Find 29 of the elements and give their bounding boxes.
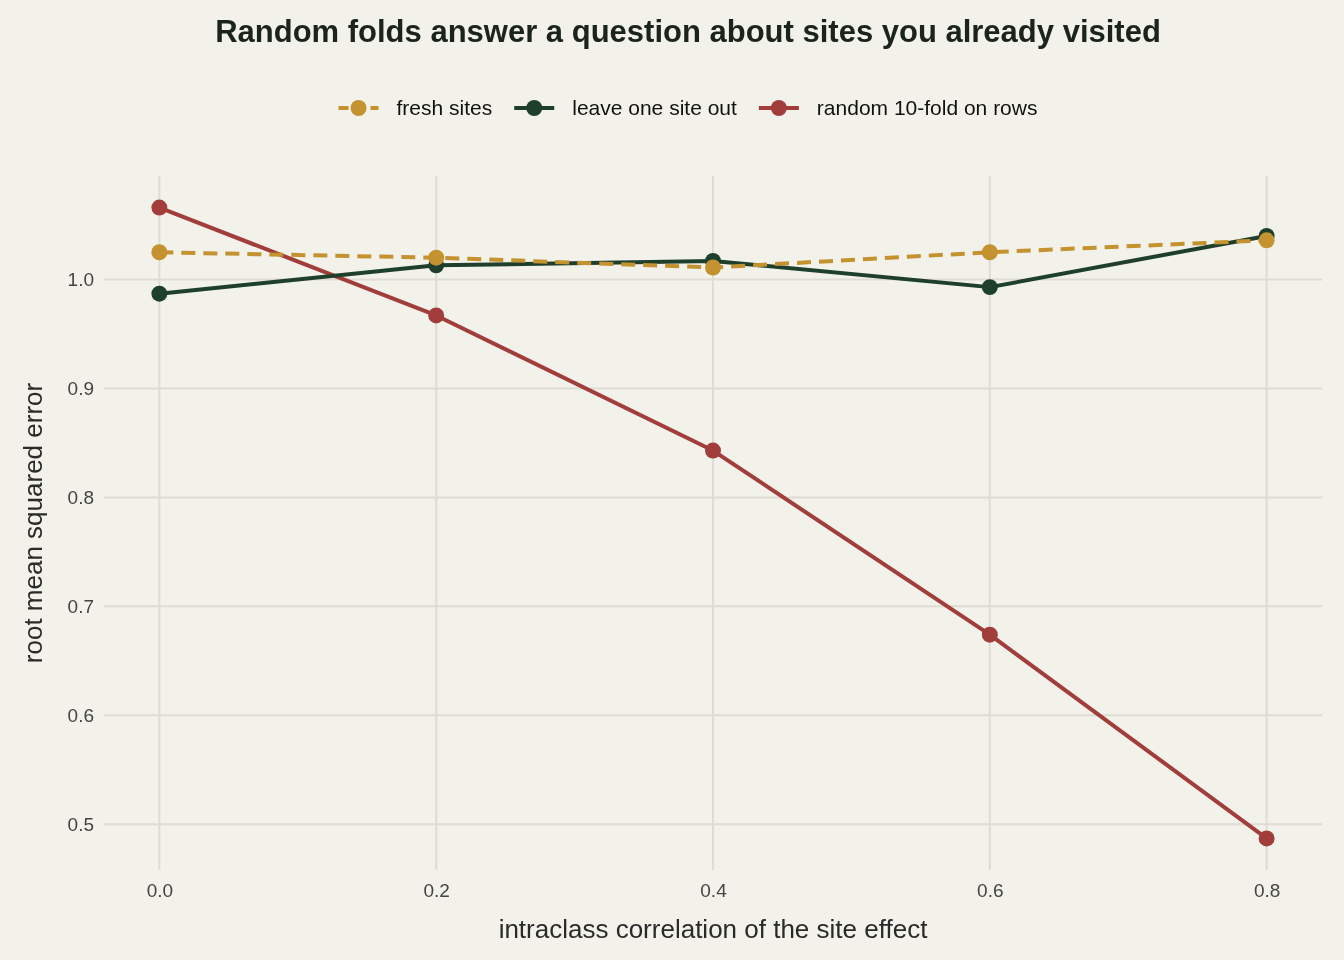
y-tick-label: 0.6 [67, 704, 94, 726]
point [151, 285, 168, 302]
legend-label: fresh sites [396, 96, 493, 119]
x-tick-label: 0.8 [1253, 880, 1281, 902]
y-axis-title: root mean squared error [18, 382, 48, 664]
point [981, 244, 998, 261]
x-tick-label: 0.6 [977, 880, 1004, 902]
legend-label: leave one site out [572, 96, 738, 119]
point [151, 199, 168, 216]
x-axis-title: intraclass correlation of the site effect [498, 914, 929, 944]
x-tick-label: 0.2 [423, 880, 450, 902]
chart-title: Random folds answer a question about sites you already visited [215, 14, 1161, 49]
point [428, 249, 445, 266]
y-tick-label: 0.5 [67, 813, 94, 835]
point [151, 244, 168, 261]
y-tick-label: 1.0 [67, 269, 94, 291]
point [981, 279, 998, 296]
point [705, 442, 721, 459]
x-tick-label: 0.0 [146, 880, 174, 902]
y-tick-label: 0.8 [67, 486, 94, 508]
y-tick-label: 0.9 [67, 378, 94, 400]
x-tick-label: 0.4 [700, 880, 728, 902]
point [428, 307, 445, 324]
legend-label: random 10-fold on rows [816, 96, 1038, 119]
point [1258, 232, 1275, 249]
point [705, 259, 721, 276]
point [981, 626, 998, 643]
point [1258, 830, 1275, 847]
y-tick-label: 0.7 [67, 595, 94, 617]
